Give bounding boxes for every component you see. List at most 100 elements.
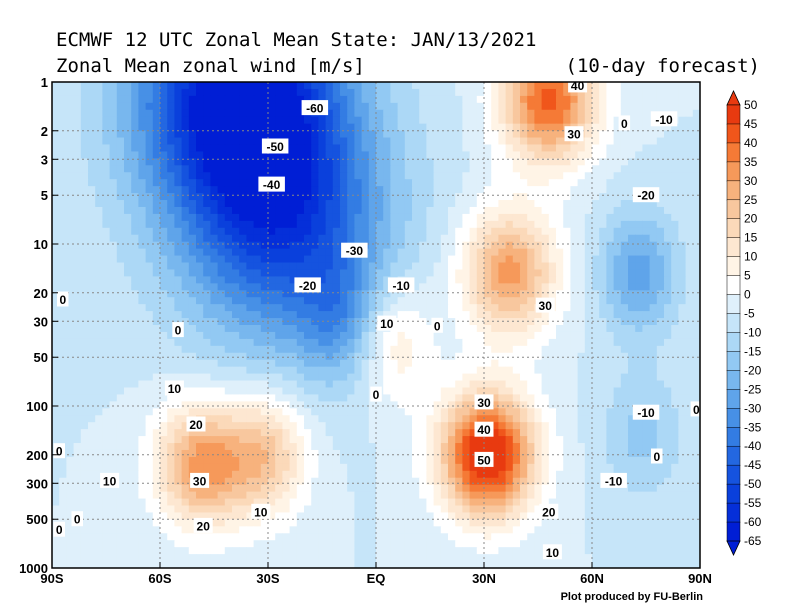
wind-cell: [253, 116, 262, 125]
wind-cell: [584, 331, 593, 340]
wind-cell: [246, 227, 255, 236]
wind-cell: [88, 325, 96, 333]
wind-cell: [260, 109, 269, 118]
wind-cell: [656, 151, 665, 159]
wind-cell: [203, 359, 211, 368]
wind-cell: [102, 95, 111, 104]
wind-cell: [167, 234, 175, 243]
wind-cell: [692, 165, 700, 173]
wind-cell: [167, 338, 175, 347]
wind-cell: [318, 463, 327, 472]
wind-cell: [440, 255, 449, 264]
wind-cell: [361, 137, 370, 146]
wind-cell: [354, 443, 363, 451]
wind-cell: [563, 325, 571, 333]
wind-cell: [282, 88, 291, 97]
wind-cell: [59, 401, 67, 409]
wind-cell: [498, 158, 507, 166]
wind-cell: [455, 234, 463, 243]
wind-cell: [642, 366, 651, 375]
wind-cell: [419, 318, 427, 326]
wind-cell: [584, 262, 593, 271]
wind-cell: [80, 331, 89, 340]
wind-cell: [649, 220, 658, 229]
wind-cell: [311, 394, 319, 402]
wind-cell: [368, 241, 377, 250]
wind-cell: [80, 220, 89, 229]
wind-cell: [318, 325, 327, 333]
wind-cell: [340, 95, 348, 104]
wind-cell: [88, 130, 96, 139]
wind-cell: [520, 172, 528, 180]
wind-cell: [570, 200, 579, 208]
wind-cell: [116, 88, 125, 97]
wind-cell: [224, 241, 233, 250]
wind-cell: [412, 269, 420, 277]
wind-cell: [325, 429, 334, 437]
wind-cell: [260, 241, 269, 250]
wind-cell: [685, 130, 694, 139]
wind-cell: [613, 456, 622, 465]
wind-cell: [656, 158, 665, 166]
wind-cell: [181, 359, 190, 368]
wind-cell: [210, 144, 219, 153]
wind-cell: [145, 200, 154, 208]
wind-cell: [311, 227, 319, 236]
wind-cell: [224, 304, 233, 312]
wind-cell: [340, 123, 348, 132]
wind-cell: [541, 366, 550, 375]
wind-cell: [498, 241, 507, 250]
wind-cell: [635, 456, 643, 465]
wind-cell: [584, 88, 593, 97]
wind-cell: [570, 227, 579, 236]
wind-cell: [296, 172, 305, 180]
wind-cell: [656, 415, 665, 423]
wind-cell: [613, 325, 622, 333]
wind-cell: [354, 213, 363, 222]
wind-cell: [59, 255, 67, 264]
wind-cell: [268, 213, 276, 222]
wind-cell: [246, 359, 255, 368]
wind-cell: [512, 158, 521, 166]
wind-cell: [260, 158, 269, 166]
wind-cell: [599, 443, 607, 451]
wind-cell: [260, 387, 269, 396]
wind-cell: [599, 331, 607, 340]
wind-cell: [469, 415, 478, 423]
wind-cell: [304, 123, 312, 132]
wind-cell: [512, 429, 521, 437]
wind-cell: [397, 387, 406, 396]
wind-cell: [73, 186, 82, 194]
wind-cell: [253, 394, 262, 402]
wind-cell: [469, 436, 478, 444]
wind-cell: [404, 297, 413, 305]
wind-cell: [469, 227, 478, 236]
wind-cell: [534, 109, 543, 118]
wind-cell: [664, 283, 672, 291]
wind-cell: [80, 352, 89, 361]
wind-cell: [433, 408, 442, 416]
wind-cell: [275, 297, 283, 305]
wind-cell: [606, 297, 615, 305]
wind-cell: [304, 380, 312, 389]
wind-cell: [671, 130, 679, 139]
wind-cell: [88, 102, 96, 111]
wind-cell: [433, 415, 442, 423]
wind-cell: [448, 290, 456, 298]
wind-cell: [397, 227, 406, 236]
wind-cell: [455, 172, 463, 180]
wind-cell: [311, 345, 319, 354]
wind-cell: [232, 234, 240, 243]
wind-cell: [390, 408, 399, 416]
wind-cell: [692, 227, 700, 236]
wind-cell: [368, 206, 377, 215]
wind-cell: [167, 179, 175, 187]
wind-cell: [448, 200, 456, 208]
wind-cell: [224, 283, 233, 291]
wind-cell: [685, 234, 694, 243]
wind-cell: [275, 200, 283, 208]
wind-cell: [671, 255, 679, 264]
wind-cell: [584, 234, 593, 243]
wind-cell: [253, 463, 262, 472]
wind-cell: [167, 102, 175, 111]
